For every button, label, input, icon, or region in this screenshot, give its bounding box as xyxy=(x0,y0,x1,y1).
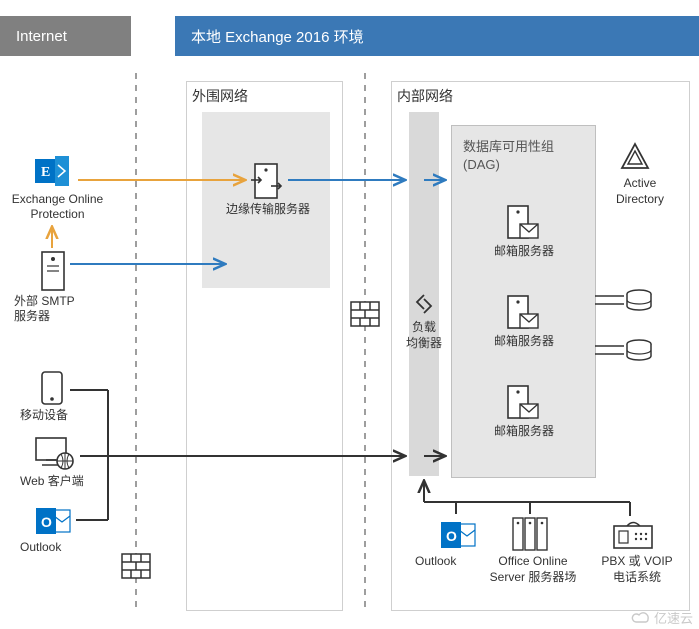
watermark: 亿速云 xyxy=(630,608,693,627)
arrows-layer xyxy=(0,0,699,629)
watermark-text: 亿速云 xyxy=(654,608,693,627)
watermark-cloud-icon xyxy=(630,611,650,625)
